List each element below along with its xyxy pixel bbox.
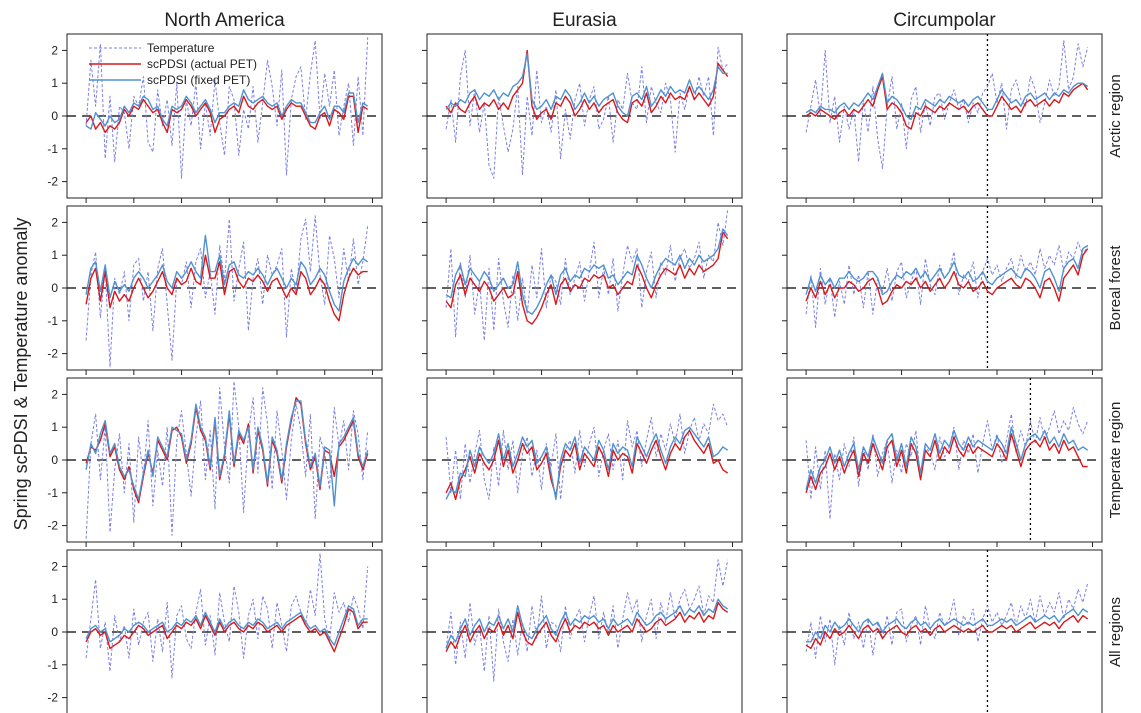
row-label: Boreal forest [1107,245,1124,331]
scpdsi-actual-pet-line [85,254,368,322]
y-tick-label: 1 [51,420,58,434]
panel-circumpolar-boreal-forest [782,205,1103,375]
y-tick-label: 0 [51,625,58,639]
y-tick-label: -2 [47,175,58,189]
y-tick-label: -1 [47,658,58,672]
scpdsi-fixed-pet-line [805,72,1089,121]
temperature-line [445,403,729,500]
series-group [445,46,729,179]
series-group [805,582,1089,666]
series-group [85,215,369,368]
panel-eurasia-arctic-region [422,33,743,203]
y-tick-label: -1 [47,314,58,328]
scpdsi-fixed-pet-line [445,228,729,315]
temperature-line [445,46,729,179]
series-group [85,552,369,679]
y-tick-label: -2 [47,519,58,533]
y-tick-label: 2 [51,43,58,57]
y-tick-label: -1 [47,486,58,500]
panel-circumpolar-temperate-region [782,377,1103,547]
series-group [805,241,1089,328]
series-group [805,40,1089,169]
panel-eurasia-temperate-region [422,377,743,547]
row-label: Arctic region [1107,74,1124,157]
scpdsi-actual-pet-line [445,49,729,124]
series-group [85,380,369,539]
figure-layer: North America Eurasia Circumpolar Arctic re… [11,10,1124,713]
y-tick-label: 2 [51,559,58,573]
temperature-line [805,40,1089,169]
y-tick-label: 1 [51,248,58,262]
scpdsi-actual-pet-line [445,601,729,653]
scpdsi-actual-pet-line [85,608,368,653]
panel-eurasia-all-regions: 1950196019701980199020002010 [422,549,743,713]
y-tick-label: 2 [51,215,58,229]
temperature-line [805,407,1089,520]
temperature-line [805,582,1089,666]
y-tick-label: 2 [51,387,58,401]
column-title: Eurasia [552,10,617,31]
legend-scpdsi-fixed-label: scPDSI (fixed PET) [147,73,250,87]
scpdsi-actual-pet-line [805,248,1089,306]
legend-temperature-label: Temperature [147,41,215,55]
scpdsi-fixed-pet-line [85,89,369,130]
temperature-line [445,209,729,341]
legend-scpdsi-actual-label: scPDSI (actual PET) [147,57,257,71]
scpdsi-fixed-pet-line [806,608,1089,643]
panel-north-america-temperate-region: -2 -1 0 1 2 [47,377,383,547]
scpdsi-fixed-pet-line [805,426,1089,490]
panel-eurasia-boreal-forest [422,205,743,375]
scpdsi-actual-pet-line [805,433,1088,493]
column-title: Circumpolar [893,10,996,31]
scpdsi-actual-pet-line [445,429,729,501]
temperature-line [85,552,369,679]
y-tick-label: 1 [51,592,58,606]
y-axis-label: Spring scPDSI & Temperature anomaly [11,218,31,531]
scpdsi-actual-pet-line [85,95,369,134]
y-tick-label: 1 [51,76,58,90]
scpdsi-fixed-pet-line [445,426,729,501]
row-label: All regions [1107,597,1124,667]
scpdsi-fixed-pet-line [445,53,728,117]
scpdsi-actual-pet-line [445,231,729,325]
y-tick-label: -2 [47,347,58,361]
row-label: Temperate region [1107,402,1124,519]
scpdsi-fixed-pet-line [805,244,1089,296]
temperature-line [445,559,729,682]
scpdsi-actual-pet-line [805,75,1089,130]
panel-north-america-all-regions: -2-10121950196019701980199020002010 [47,549,383,713]
y-tick-label: -1 [47,142,58,156]
series-group [805,407,1089,520]
scpdsi-fixed-pet-line [85,234,369,312]
series-group [445,559,729,682]
scpdsi-actual-pet-line [805,614,1089,650]
scpdsi-fixed-pet-line [85,605,368,646]
y-tick-label: 0 [51,109,58,123]
panel-circumpolar-arctic-region [782,33,1103,203]
y-tick-label: -2 [47,691,58,705]
y-tick-label: 0 [51,281,58,295]
series-group [445,209,729,341]
y-tick-label: 0 [51,453,58,467]
panel-circumpolar-all-regions: 1950196019701980199020002010 [782,549,1103,713]
scpdsi-fixed-pet-line [445,598,729,649]
column-title: North America [164,10,285,31]
series-group [85,37,369,179]
panel-north-america-arctic-region: -2 -1 0 1 2 [47,33,383,203]
scpdsi-fixed-pet-line [85,400,369,507]
panel-north-america-boreal-forest: -2 -1 0 1 2 [47,205,383,375]
legend: Temperature scPDSI (actual PET) scPDSI (fi… [89,41,257,87]
temperature-line [85,380,369,539]
scpdsi-actual-pet-line [85,397,369,504]
series-group [445,403,729,501]
